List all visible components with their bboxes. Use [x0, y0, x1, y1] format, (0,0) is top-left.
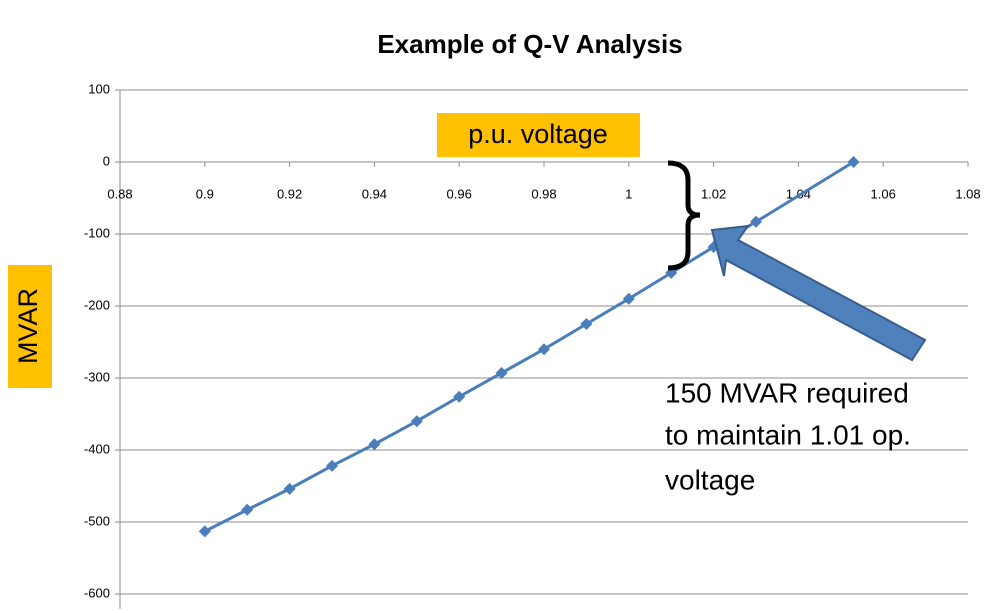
data-point — [241, 503, 254, 516]
data-point — [326, 459, 338, 472]
x-tick-label: 0.98 — [531, 186, 556, 201]
data-point — [622, 292, 635, 305]
x-tick-label: 0.88 — [107, 186, 132, 201]
data-point — [368, 438, 381, 451]
x-tick-label: 1.08 — [955, 186, 980, 201]
chart-title: Example of Q-V Analysis — [377, 29, 682, 59]
y-tick-label: -300 — [84, 369, 110, 384]
x-tick-label: 0.92 — [277, 186, 302, 201]
y-tick-label: 0 — [103, 153, 110, 168]
y-tick-label: 100 — [88, 81, 110, 96]
x-tick-label: 1 — [625, 186, 632, 201]
data-point — [198, 525, 211, 538]
annotation-line: 150 MVAR required — [665, 377, 909, 408]
y-tick-label: -400 — [84, 441, 110, 456]
data-point — [580, 318, 593, 330]
y-label-box — [8, 265, 52, 388]
y-tick-label: -500 — [84, 513, 110, 528]
x-tick-label: 0.94 — [362, 186, 387, 201]
x-tick-label: 1.02 — [701, 186, 726, 201]
data-point — [453, 390, 466, 403]
plot-area: -600 -500 -400 -300 -200 -100 0 100 0.88 0.9 0.92 0… — [84, 81, 981, 609]
annotation-line: to maintain 1.01 op. — [665, 419, 911, 450]
data-point — [750, 215, 762, 228]
data-point — [410, 415, 423, 428]
data-point — [538, 343, 550, 356]
arrow — [710, 224, 927, 362]
y-tick-label: -600 — [84, 585, 110, 600]
annotation-line: voltage — [665, 464, 755, 495]
data-point — [283, 482, 296, 495]
y-tick-label: -100 — [84, 225, 110, 240]
x-axis-label: p.u. voltage — [468, 119, 608, 149]
x-tick-label: 0.9 — [196, 186, 214, 201]
y-axis-label: MVAR — [13, 288, 43, 364]
x-tick-label: 0.96 — [447, 186, 472, 201]
data-point — [847, 156, 860, 168]
x-label-box — [437, 113, 640, 157]
x-tick-label: 1.06 — [871, 186, 896, 201]
y-tick-label: -200 — [84, 297, 110, 312]
brace — [667, 160, 701, 271]
data-point — [495, 366, 508, 379]
